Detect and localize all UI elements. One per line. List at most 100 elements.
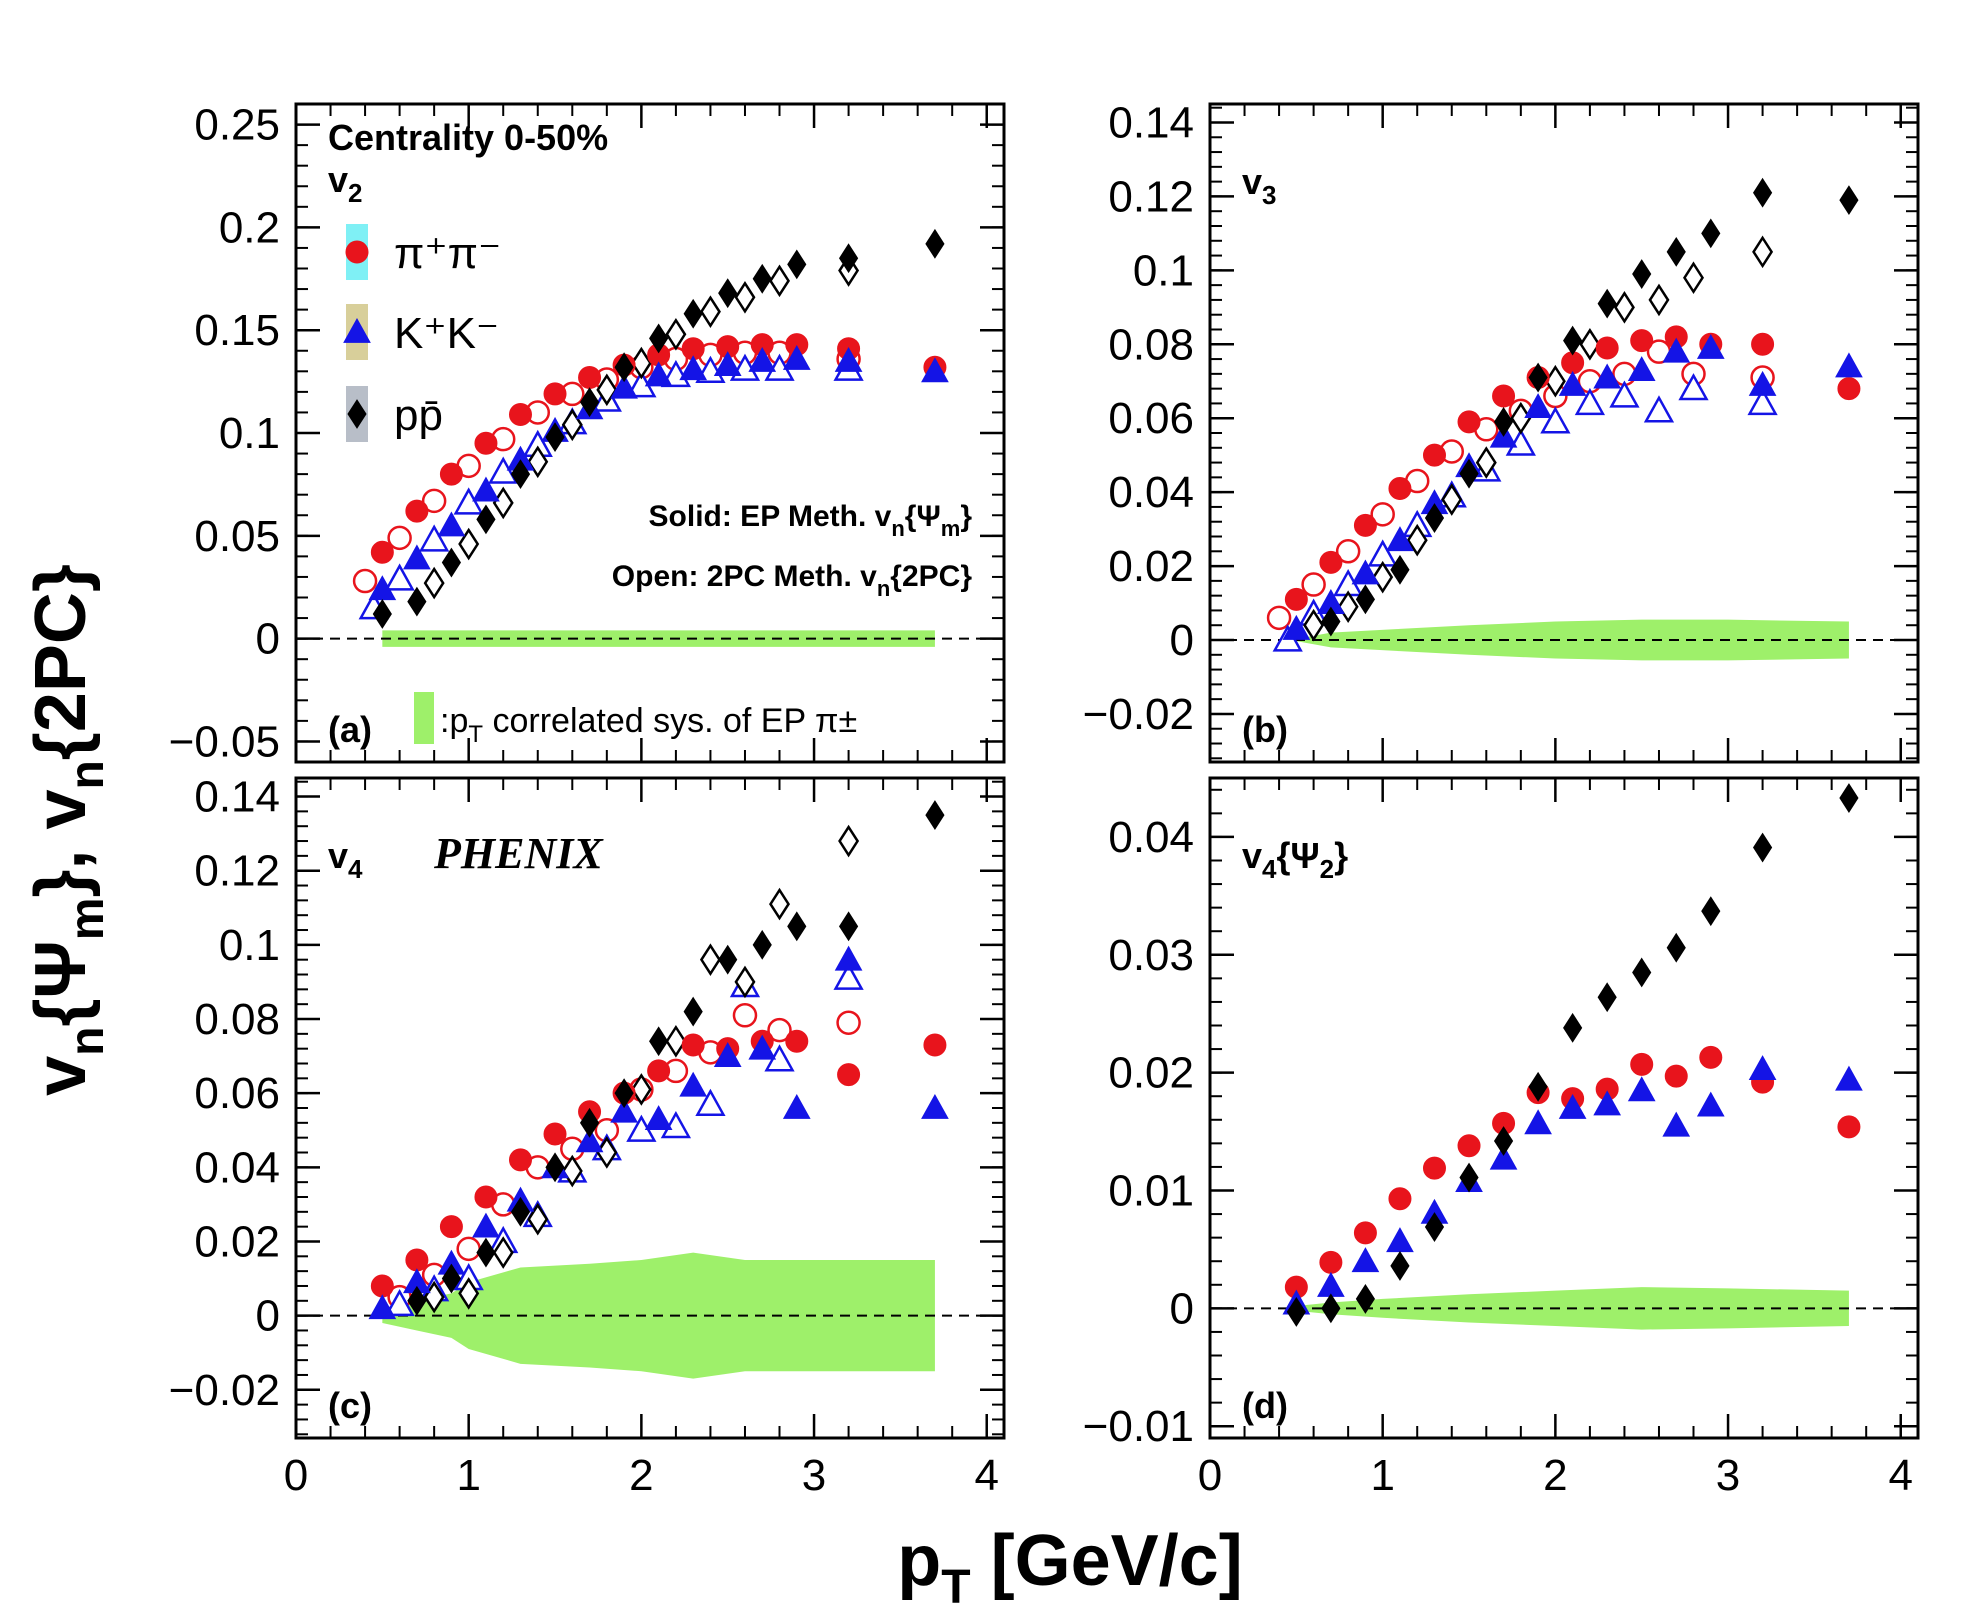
x-tick-label: 1 — [456, 1451, 480, 1500]
band-swatch — [414, 692, 434, 744]
data-point — [1303, 608, 1325, 642]
data-point — [1595, 336, 1619, 360]
data-point — [1678, 373, 1709, 401]
data-point — [748, 347, 777, 372]
data-point — [1355, 584, 1376, 615]
data-point — [1351, 1247, 1380, 1273]
data-point — [1459, 1162, 1479, 1193]
data-point — [767, 1017, 792, 1043]
data-point — [387, 525, 412, 551]
data-point — [472, 1212, 500, 1238]
data-point — [405, 499, 429, 523]
y-tick-label: 0 — [1170, 1284, 1194, 1333]
data-point — [1558, 1093, 1587, 1119]
data-point — [610, 1097, 638, 1123]
plot-frame — [1208, 776, 1920, 1440]
legend-entry-proton: pp̄ — [346, 386, 443, 442]
legend-label: pp̄ — [394, 391, 443, 440]
y-tick-label: 0.15 — [194, 306, 280, 355]
y-tick-label: 0.02 — [1108, 542, 1194, 591]
data-point — [488, 456, 519, 484]
data-point — [1752, 177, 1773, 208]
data-point — [837, 1063, 861, 1087]
data-point — [1390, 554, 1410, 585]
data-point — [1747, 387, 1778, 416]
data-point — [679, 355, 708, 381]
series-proton-ep — [1286, 783, 1859, 1327]
x-tick-label: 0 — [284, 1451, 308, 1500]
data-point — [925, 228, 945, 259]
data-point — [407, 586, 427, 617]
data-point — [372, 599, 392, 629]
data-point — [734, 965, 756, 999]
data-point — [699, 943, 721, 976]
series-proton-ep — [407, 800, 945, 1316]
data-point — [1837, 1115, 1861, 1139]
series-proton-2pc — [423, 824, 860, 1314]
x-axis-title: pT [GeV/c] — [897, 1521, 1242, 1614]
data-point — [1457, 1134, 1481, 1158]
data-point — [407, 1285, 427, 1316]
data-point — [543, 382, 567, 406]
data-point — [368, 1294, 397, 1320]
data-point — [578, 365, 602, 389]
data-point — [1666, 932, 1686, 963]
data-point — [1422, 443, 1446, 467]
x-tick-label: 2 — [629, 1451, 653, 1500]
data-point — [644, 361, 673, 387]
data-point — [769, 264, 790, 298]
data-point — [1701, 896, 1721, 927]
y-tick-label: 0.04 — [1108, 813, 1194, 862]
data-point — [838, 911, 859, 942]
y-axis-title-text: vn{Ψm}, vn{2PC} — [21, 564, 114, 1096]
x-tick-label: 3 — [802, 1451, 826, 1500]
data-point — [492, 1236, 514, 1269]
data-point — [1630, 329, 1654, 353]
data-point — [1475, 446, 1497, 479]
data-point — [1321, 1293, 1341, 1324]
data-point — [782, 1093, 811, 1119]
series-kaon-ep — [368, 344, 949, 601]
x-tick-label: 1 — [1370, 1451, 1394, 1500]
data-point — [1579, 327, 1601, 361]
data-point — [1683, 261, 1704, 295]
data-point — [713, 351, 742, 377]
data-point — [1593, 1090, 1622, 1116]
data-point — [492, 486, 514, 520]
data-point — [679, 1071, 708, 1097]
method-notes: Solid: EP Meth. vn{Ψm} Open: 2PC Meth. vn… — [612, 500, 973, 601]
data-point — [510, 459, 531, 490]
legend-entry-pion: π⁺π⁻ — [345, 224, 501, 280]
series-pion-ep — [370, 1029, 947, 1298]
data-point — [1355, 1284, 1376, 1314]
data-point — [1699, 1045, 1723, 1069]
data-point — [1627, 356, 1656, 382]
data-point — [681, 1033, 705, 1057]
y-tick-label: 0.06 — [194, 1069, 280, 1118]
data-point — [579, 387, 600, 418]
data-point — [1457, 410, 1481, 434]
data-point — [752, 929, 772, 960]
data-point — [1353, 1221, 1377, 1245]
data-point — [644, 1105, 673, 1131]
data-point — [1424, 503, 1445, 533]
data-point — [403, 544, 431, 570]
data-point — [510, 1196, 531, 1227]
data-point — [423, 566, 445, 600]
data-point — [785, 1029, 809, 1053]
panel-tag: (b) — [1242, 709, 1288, 750]
data-point — [1748, 370, 1777, 396]
data-point — [1319, 550, 1343, 574]
data-point — [476, 504, 496, 535]
legend-entry-kaon: K⁺K⁻ — [343, 304, 499, 360]
panel-tag: (d) — [1242, 1385, 1288, 1426]
data-point — [1459, 458, 1479, 489]
data-point — [384, 1288, 415, 1317]
data-point — [748, 1034, 777, 1060]
y-tick-label: 0.1 — [1133, 246, 1194, 295]
y-tick-label: 0.05 — [194, 512, 280, 561]
data-point — [699, 295, 721, 328]
data-point — [545, 422, 565, 453]
